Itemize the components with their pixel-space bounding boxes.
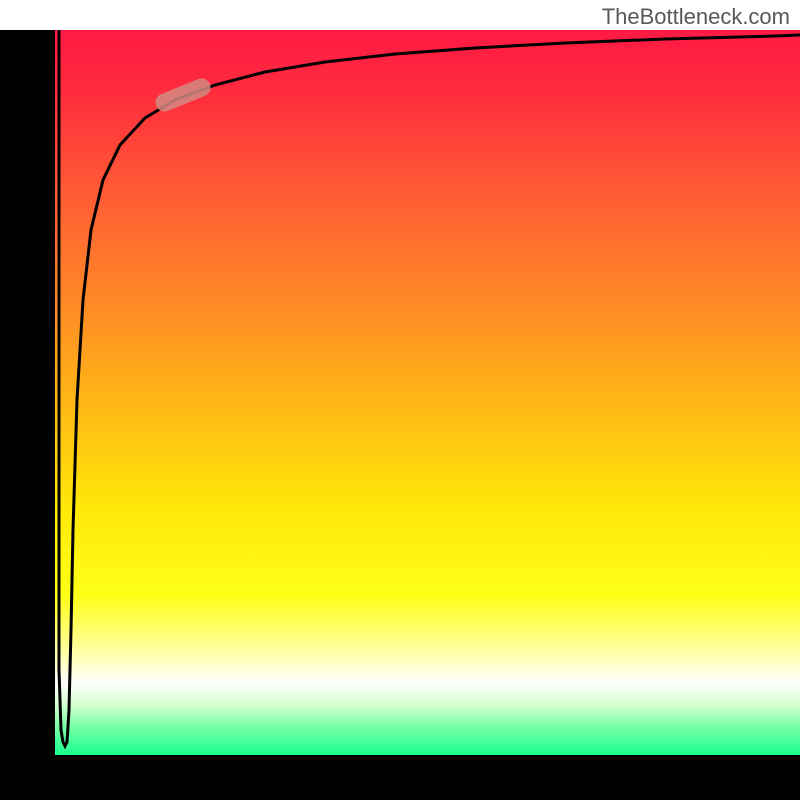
curve-overlay	[55, 30, 800, 755]
highlight-marker	[153, 76, 214, 114]
watermark-text: TheBottleneck.com	[602, 4, 790, 30]
x-axis-bar	[0, 755, 800, 800]
y-axis-bar	[0, 30, 55, 800]
bottleneck-curve	[59, 30, 800, 746]
